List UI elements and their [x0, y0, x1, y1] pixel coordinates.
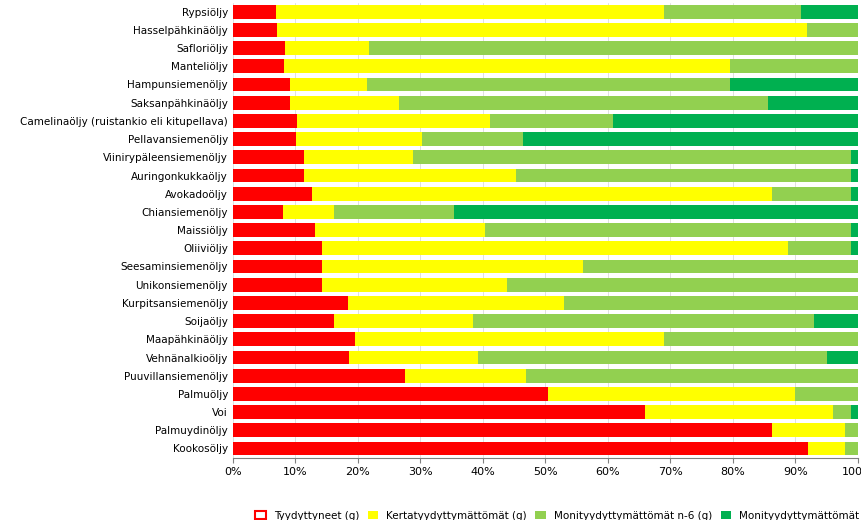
Bar: [844, 423, 857, 437]
Bar: [277, 23, 806, 37]
Bar: [366, 77, 729, 92]
Bar: [232, 278, 322, 292]
Bar: [232, 387, 548, 401]
Bar: [322, 278, 506, 292]
Bar: [283, 59, 729, 73]
Bar: [506, 278, 857, 292]
Bar: [851, 241, 857, 255]
Bar: [564, 296, 857, 310]
Bar: [851, 223, 857, 237]
Bar: [232, 59, 283, 73]
Bar: [232, 96, 290, 110]
Bar: [422, 132, 523, 146]
Bar: [232, 350, 349, 365]
Bar: [851, 168, 857, 183]
Bar: [472, 314, 813, 328]
Bar: [767, 96, 857, 110]
Bar: [548, 387, 794, 401]
Bar: [232, 132, 295, 146]
Bar: [832, 405, 851, 419]
Bar: [333, 205, 453, 219]
Bar: [232, 41, 284, 55]
Bar: [232, 114, 297, 128]
Bar: [290, 77, 366, 92]
Bar: [485, 223, 851, 237]
Bar: [322, 241, 787, 255]
Legend: Tyydyttyneet (g), Kertatyydyttymättömät (g), Monityydyttymättömät n-6 (g), Monit: Tyydyttyneet (g), Kertatyydyttymättömät …: [251, 507, 861, 520]
Bar: [283, 205, 333, 219]
Bar: [232, 77, 290, 92]
Bar: [232, 259, 322, 274]
Bar: [771, 423, 844, 437]
Bar: [232, 23, 277, 37]
Bar: [398, 96, 767, 110]
Bar: [355, 332, 664, 346]
Bar: [644, 405, 832, 419]
Bar: [232, 205, 283, 219]
Bar: [807, 441, 844, 456]
Bar: [349, 350, 477, 365]
Bar: [232, 405, 644, 419]
Bar: [276, 5, 663, 19]
Bar: [314, 223, 485, 237]
Bar: [295, 132, 422, 146]
Bar: [729, 77, 857, 92]
Bar: [490, 114, 612, 128]
Bar: [312, 187, 771, 201]
Bar: [290, 96, 398, 110]
Bar: [232, 423, 771, 437]
Bar: [369, 41, 857, 55]
Bar: [232, 314, 333, 328]
Bar: [612, 114, 857, 128]
Bar: [851, 150, 857, 164]
Bar: [303, 168, 516, 183]
Bar: [453, 205, 857, 219]
Bar: [850, 187, 857, 201]
Bar: [232, 223, 314, 237]
Bar: [232, 332, 355, 346]
Bar: [826, 350, 857, 365]
Bar: [232, 187, 312, 201]
Bar: [813, 314, 857, 328]
Bar: [663, 5, 801, 19]
Bar: [771, 187, 850, 201]
Bar: [477, 350, 826, 365]
Bar: [232, 441, 807, 456]
Bar: [801, 5, 857, 19]
Bar: [232, 296, 347, 310]
Bar: [794, 387, 857, 401]
Bar: [412, 150, 851, 164]
Bar: [525, 369, 857, 383]
Bar: [232, 150, 303, 164]
Bar: [232, 241, 322, 255]
Bar: [851, 405, 857, 419]
Bar: [232, 5, 276, 19]
Bar: [523, 132, 857, 146]
Bar: [787, 241, 851, 255]
Bar: [583, 259, 857, 274]
Bar: [405, 369, 525, 383]
Bar: [284, 41, 369, 55]
Bar: [303, 150, 412, 164]
Bar: [806, 23, 857, 37]
Bar: [297, 114, 490, 128]
Bar: [333, 314, 472, 328]
Bar: [516, 168, 851, 183]
Bar: [729, 59, 857, 73]
Bar: [232, 369, 405, 383]
Bar: [664, 332, 857, 346]
Bar: [232, 168, 303, 183]
Bar: [844, 441, 857, 456]
Bar: [347, 296, 564, 310]
Bar: [322, 259, 583, 274]
